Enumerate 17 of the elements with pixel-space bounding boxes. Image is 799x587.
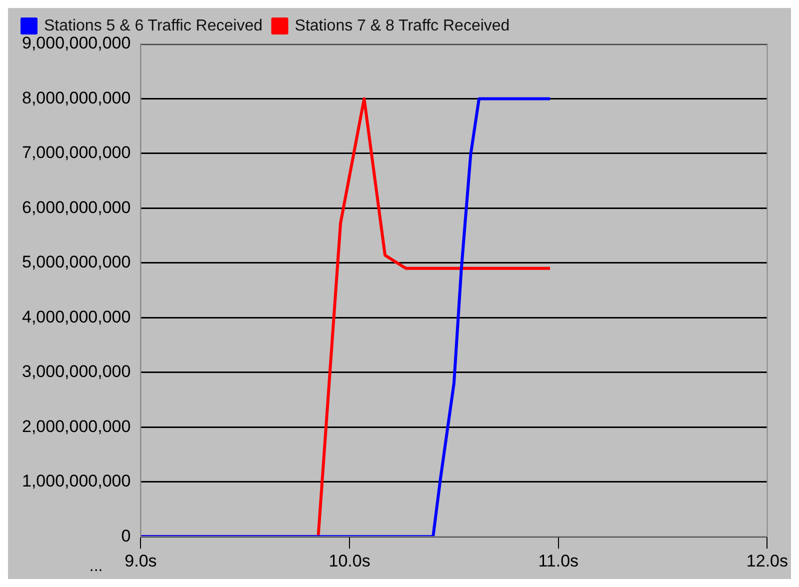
- x-tick-label: 12.0s: [746, 551, 788, 570]
- y-tick-label: 2,000,000,000: [22, 416, 131, 436]
- x-tick-label: 10.0s: [328, 551, 370, 570]
- y-tick-label: 1,000,000,000: [22, 472, 131, 491]
- y-tick-label: 4,000,000,000: [22, 307, 131, 326]
- y-tick-label: 8,000,000,000: [22, 88, 131, 108]
- x-tick-label: 11.0s: [538, 551, 579, 570]
- x-tick-label: 9.0s: [124, 551, 157, 570]
- y-tick-label: 7,000,000,000: [22, 143, 131, 162]
- legend-label: Stations 7 & 8 Traffc Received: [294, 17, 510, 34]
- text: ...: [89, 558, 103, 576]
- y-tick-label: 6,000,000,000: [22, 198, 131, 217]
- y-tick-label: 9,000,000,000: [22, 34, 131, 53]
- y-tick-label: 0: [121, 526, 131, 546]
- y-tick-label: 5,000,000,000: [22, 252, 131, 272]
- y-tick-label: 3,000,000,000: [22, 362, 131, 382]
- legend-label: Stations 5 & 6 Traffic Received: [44, 17, 262, 34]
